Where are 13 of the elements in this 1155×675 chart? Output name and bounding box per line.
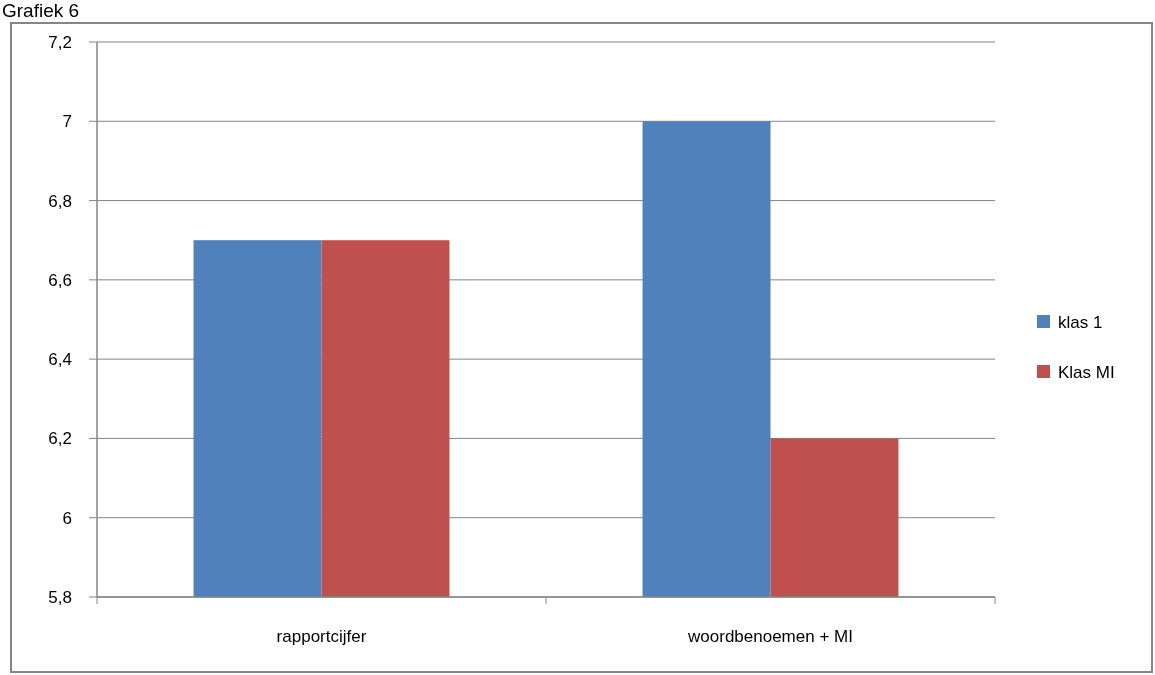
x-tick-label: woordbenoemen + MI [687,627,853,646]
y-tick-label: 6,8 [48,191,72,211]
y-tick-label: 6 [62,508,72,528]
y-tick-label: 6,6 [48,270,72,290]
y-tick-label: 6,2 [48,429,72,449]
y-tick-label: 7,2 [48,32,72,52]
legend-label: Klas MI [1058,362,1115,382]
x-tick-label: rapportcijfer [276,627,367,646]
y-tick-label: 6,4 [48,350,72,370]
y-tick-label: 5,8 [48,587,72,607]
y-tick-label: 7 [62,112,72,132]
legend-label: klas 1 [1058,312,1103,332]
chart-title: Grafiek 6 [2,0,80,21]
